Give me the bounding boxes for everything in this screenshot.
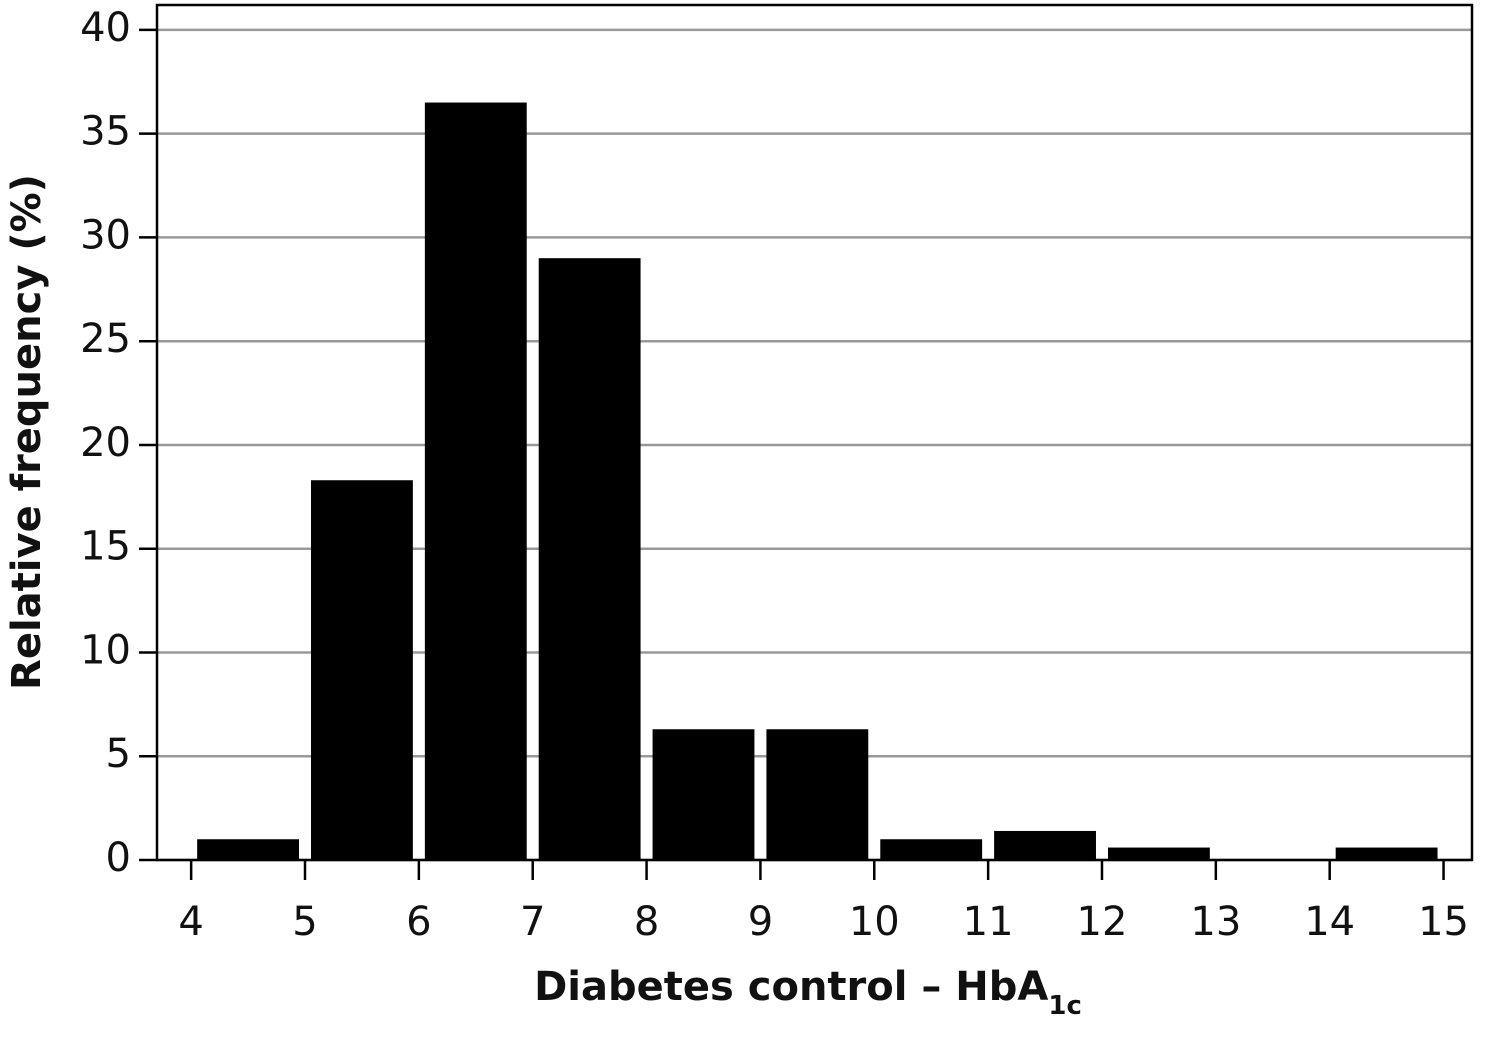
x-axis-label-subscript: 1c	[1048, 991, 1082, 1021]
x-tick-label: 5	[292, 899, 317, 945]
x-tick-label: 6	[406, 899, 431, 945]
bar	[994, 830, 1096, 860]
x-tick-label: 12	[1077, 899, 1128, 945]
y-axis-label: Relative frequency (%)	[4, 174, 50, 690]
y-tick-label: 40	[80, 5, 131, 51]
x-axis-label: Diabetes control – HbA1c	[534, 964, 1082, 1021]
bar	[197, 839, 300, 860]
x-axis-label-text: Diabetes control – HbA	[534, 964, 1048, 1010]
y-tick-label: 10	[80, 627, 131, 673]
x-tick-label: 9	[748, 899, 773, 945]
x-tick-label: 7	[520, 899, 545, 945]
bar	[766, 729, 869, 860]
y-tick-label: 15	[80, 524, 131, 570]
x-tick-label: 11	[963, 899, 1014, 945]
bar	[1107, 847, 1210, 860]
y-tick-label: 30	[80, 212, 131, 258]
y-tick-label: 5	[106, 731, 131, 777]
x-tick-label: 10	[849, 899, 900, 945]
y-tick-label: 0	[106, 835, 131, 881]
x-tick-label: 8	[634, 899, 659, 945]
bar	[538, 258, 641, 860]
y-tick-label: 35	[80, 109, 131, 155]
bar	[652, 729, 755, 860]
y-tick-label: 25	[80, 316, 131, 362]
x-tick-label: 13	[1190, 899, 1241, 945]
x-tick-label: 14	[1304, 899, 1355, 945]
x-tick-label: 4	[178, 899, 203, 945]
x-tick-label: 15	[1418, 899, 1469, 945]
bar	[880, 839, 983, 860]
bar	[424, 102, 527, 861]
plot-frame	[155, 3, 1474, 862]
y-tick-label: 20	[80, 420, 131, 466]
bar	[311, 480, 413, 860]
bar	[1335, 847, 1438, 860]
